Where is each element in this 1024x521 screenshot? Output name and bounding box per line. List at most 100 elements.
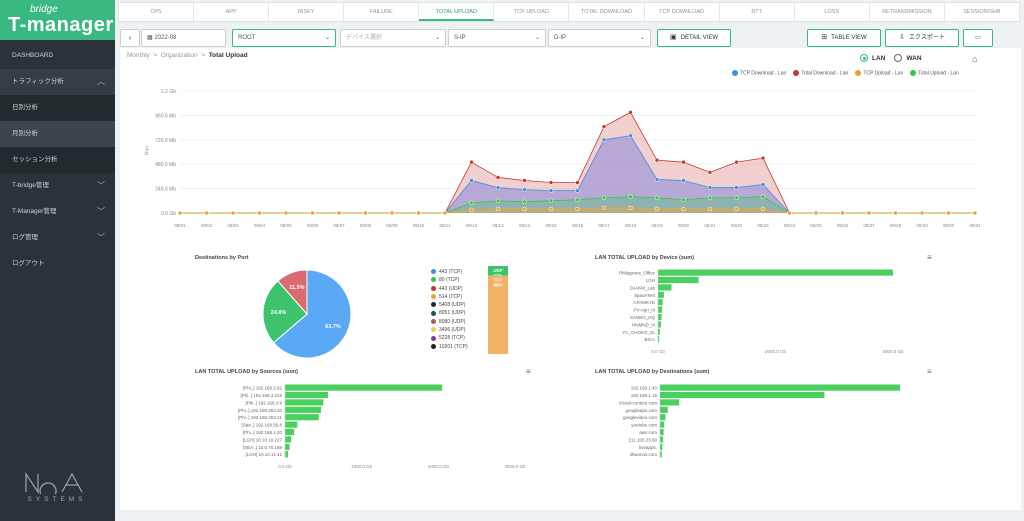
bar [658,321,661,328]
table-view-button[interactable]: ⊞ TABLE VIEW [807,29,881,47]
port-legend-item[interactable]: 5228 (TCP) [431,334,468,342]
tab-retransmission[interactable]: RETRANSMISSION [870,3,945,21]
dest-ip-select[interactable]: D-IP ⌄ [548,29,651,47]
tab-total-download[interactable]: TOTAL DOWNLOAD [569,3,645,21]
port-legend-item[interactable]: 10201 (TCP) [431,343,468,351]
export-label: エクスポート [909,35,945,41]
wan-radio[interactable]: WAN [894,54,922,62]
tab-rtt[interactable]: RTT [720,3,795,21]
lan-radio[interactable]: LAN [860,54,886,62]
month-picker[interactable]: ▦ 2022-08 [141,29,226,47]
data-point [416,210,421,216]
logo[interactable]: bridge T-manager [0,0,115,40]
chevron-down-icon: ﹀ [97,181,105,190]
port-label: 5408 (UDP) [439,302,466,309]
data-point [522,178,527,183]
destinations-bar-chart: 192.168.1.40 192.168.1.15 icloud-content.c… [619,384,900,458]
breadcrumb-item[interactable]: Organization [160,52,198,59]
source-ip-select[interactable]: S-IP ⌄ [448,29,546,47]
port-legend-item[interactable]: 8051 (UDP) [431,309,468,317]
sidebar-item-traffic-analysis[interactable]: トラフィック分析 ︿ [0,69,115,95]
port-legend-item[interactable]: 443 (TCP) [431,268,468,276]
legend-swatch [431,269,436,275]
legend-item[interactable]: TCP Upload - Lan [863,70,904,77]
port-label: 10201 (TCP) [439,343,468,350]
fullscreen-button[interactable]: ▭ [963,29,993,47]
sidebar-item-daily-analysis[interactable]: 日別分析 [0,95,115,121]
tab-app[interactable]: APP [194,3,270,21]
sidebar-item-monthly-analysis[interactable]: 月別分析 [0,121,115,147]
pie-title: Destinations by Port [195,255,249,261]
tab-loss[interactable]: LOSS [795,3,870,21]
pie-slice-label: 63.7% [325,324,341,330]
home-icon[interactable]: ⌂ [972,54,978,64]
pie-slice-label: 11.5% [289,285,304,291]
y-tick-label: 480.0 Mb [155,162,176,168]
x-tick-label: 08/06 [307,223,319,228]
bar-category-label: [Phi..] 192.168.253.21 [238,415,283,420]
sidebar-item-tbridge-admin[interactable]: T-bridge管理 ﹀ [0,173,115,199]
tab-failure[interactable]: FAILURE [344,3,420,21]
x-tick-label: 08/15 [545,223,557,228]
tab-session-shb[interactable]: SESSION/SHB [963,9,1001,15]
x-tick-label: 08/27 [863,223,875,228]
menu-icon[interactable]: ≡ [927,367,932,376]
x-tick-label: 08/30 [943,223,955,228]
sidebar-item-label: セッション分析 [12,156,58,163]
tab-risky[interactable]: RISKY [269,3,345,21]
protocol-segment [488,266,508,276]
lan-label: LAN [872,54,886,62]
protocol-pct: 89% [493,283,502,288]
bar [658,284,672,291]
port-legend-item[interactable]: 8080 (UDP) [431,318,468,326]
metric-tabs: CPS APP RISKY FAILURE TOTAL UPLOAD TCP U… [118,2,1020,22]
bar [660,399,680,406]
data-point [601,195,607,200]
prev-month-button[interactable]: ‹ [120,29,140,47]
sidebar-item-session-analysis[interactable]: セッション分析 [0,147,115,173]
sidebar-item-dashboard[interactable]: DASHBOARD [0,43,115,69]
menu-icon[interactable]: ≡ [526,367,531,376]
tab-cps[interactable]: CPS [119,3,195,21]
port-legend-item[interactable]: 80 (TCP) [431,276,468,284]
sidebar-item-tmanager-admin[interactable]: T-Manager管理 ﹀ [0,199,115,225]
data-point [495,175,501,180]
company-logo: SYSTEMS [14,470,100,503]
data-point [495,198,501,204]
detail-view-button[interactable]: ▣ DETAIL VIEW [657,29,731,47]
device-select[interactable]: デバイス選択 ⌄ [340,29,446,47]
breadcrumb-current: Total Upload [208,52,248,59]
port-legend-item[interactable]: 5408 (UDP) [431,301,468,309]
dip-value: D-IP [554,35,566,41]
port-label: 443 (TCP) [439,269,463,275]
menu-icon[interactable]: ≡ [927,253,932,262]
sidebar-item-log-admin[interactable]: ログ管理 ﹀ [0,225,115,251]
sidebar-item-logout[interactable]: ログアウト [0,251,115,277]
legend-swatch [855,70,862,76]
x-tick-label: 2000.0 Gb [428,464,450,469]
scope-select[interactable]: ROOT ⌄ [232,29,336,47]
tab-total-upload[interactable]: TOTAL UPLOAD [419,3,495,21]
port-legend-item[interactable]: 3496 (UDP) [431,326,468,334]
x-tick-label: 08/07 [333,223,345,228]
port-legend-item[interactable]: 514 (TCP) [431,293,468,301]
data-point [681,206,686,212]
tab-tcp-upload[interactable]: TCP UPLOAD [494,3,570,21]
data-point [707,170,713,175]
main-content: CPS APP RISKY FAILURE TOTAL UPLOAD TCP U… [115,0,1024,521]
x-tick-label: 08/31 [969,223,981,228]
pie-slice [262,280,308,344]
bar [660,414,666,421]
breadcrumb-item[interactable]: Monthly [127,52,150,59]
tab-tcp-download[interactable]: TCP DOWNLOAD [645,3,720,21]
legend-item[interactable]: Total Download - Lan [801,70,849,77]
bar-category-label: CPAMKYE [633,300,655,305]
bar-category-label: [Spa..] 192.168.56.8 [241,423,282,428]
legend-item[interactable]: TCP Download - Lan [740,70,787,77]
port-legend-item[interactable]: 443 (UDP) [431,285,468,293]
data-point [495,185,501,190]
legend-item[interactable]: Total Upload - Lan [918,70,959,77]
export-button[interactable]: ⇩ エクスポート [885,29,959,47]
